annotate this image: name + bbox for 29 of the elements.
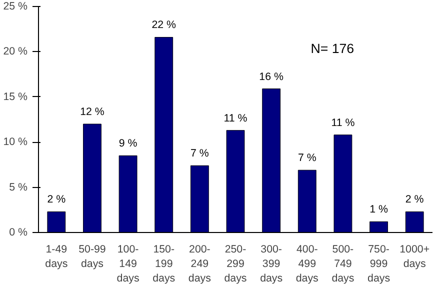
x-tick-label: 150- 199 days <box>152 244 176 284</box>
x-tick-label: 200- 249 days <box>188 244 211 284</box>
data-label: 7 % <box>190 148 210 160</box>
x-tick-label: 300- 399 days <box>260 244 283 284</box>
y-tick-label: 20 % <box>3 46 28 58</box>
x-tick-label: 50-99 days <box>78 244 106 270</box>
data-label: 9 % <box>118 138 138 150</box>
y-tick-label: 15 % <box>3 90 28 103</box>
y-tick-label: 5 % <box>9 181 28 194</box>
data-label: 22 % <box>152 19 177 32</box>
x-tick-label: 100- 149 days <box>116 244 140 284</box>
y-tick-label: 10 % <box>3 136 28 148</box>
x-tick-label: 1000+ days <box>400 244 430 270</box>
data-label: 16 % <box>259 70 284 83</box>
data-label: 7 % <box>298 152 317 164</box>
x-tick-label: 250- 299 days <box>224 244 247 284</box>
data-label: 2 % <box>47 194 66 206</box>
data-label: 2 % <box>405 194 424 206</box>
x-tick-label: 750- 999 days <box>368 244 390 284</box>
data-label: 11 % <box>224 112 248 124</box>
data-label: 11 % <box>331 116 356 129</box>
x-tick-label: 500- 749 days <box>332 244 354 284</box>
annotation: N= 176 <box>310 41 354 56</box>
x-tick-label: 400- 499 days <box>296 244 318 284</box>
x-tick-label: 1-49 days <box>45 244 68 270</box>
data-label: 12 % <box>80 106 105 118</box>
y-tick-label: 0 % <box>9 226 28 238</box>
data-label: 1 % <box>370 204 388 216</box>
y-tick-label: 25 % <box>3 0 28 12</box>
